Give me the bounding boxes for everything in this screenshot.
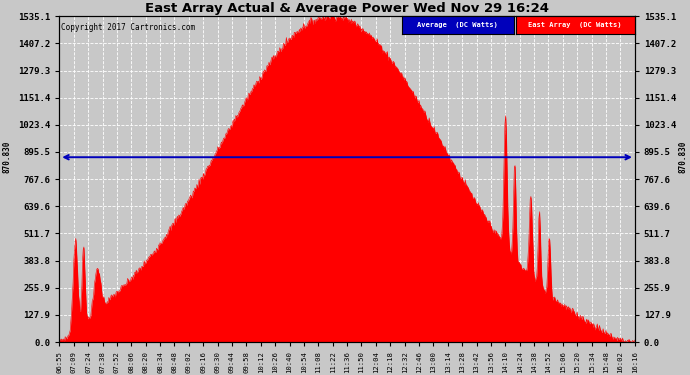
Title: East Array Actual & Average Power Wed Nov 29 16:24: East Array Actual & Average Power Wed No… (145, 2, 549, 15)
Text: Copyright 2017 Cartronics.com: Copyright 2017 Cartronics.com (61, 23, 195, 32)
Text: 870.830: 870.830 (679, 141, 688, 173)
Text: 870.830: 870.830 (2, 141, 11, 173)
